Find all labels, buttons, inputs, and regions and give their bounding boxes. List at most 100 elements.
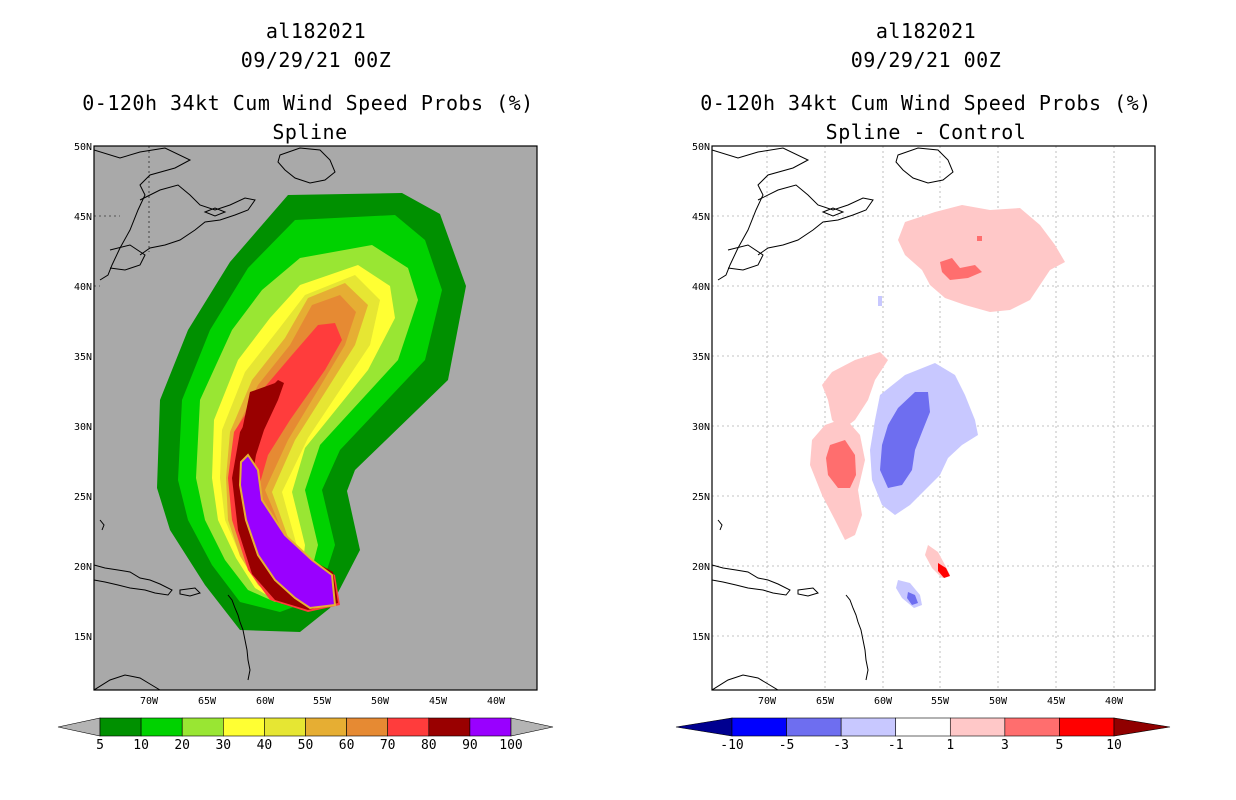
lat-tick-label: 45N — [692, 212, 710, 223]
colorbar-over-arrow — [1113, 717, 1171, 737]
colorbar-swatch — [140, 717, 183, 737]
lat-tick-label: 35N — [692, 352, 710, 363]
right-lon-axis: 70W 65W 60W 55W 50W 45W 40W — [758, 696, 1124, 707]
lon-tick-label: 40W — [487, 696, 506, 707]
lon-tick-label: 45W — [429, 696, 448, 707]
right-panel: al182021 09/29/21 00Z 0-120h 34kt Cum Wi… — [675, 19, 1171, 753]
diff-neg-3-south — [907, 592, 918, 605]
caribbean-coast — [94, 564, 173, 596]
lon-tick-label: 70W — [758, 696, 777, 707]
colorbar-tick-label: -10 — [720, 738, 743, 753]
lat-tick-label: 25N — [74, 492, 92, 503]
lat-tick-label: 20N — [692, 562, 710, 573]
pei-coast — [821, 207, 845, 217]
colorbar-tick-label: -5 — [779, 738, 795, 753]
right-difference-contours — [810, 205, 1065, 608]
diff-pos-3-north-dot — [977, 236, 982, 241]
colorbar-tick-label: -3 — [833, 738, 849, 753]
newfoundland-coast — [895, 147, 954, 184]
lesser-antilles-coast — [227, 594, 251, 681]
colorbar-tick-label: 90 — [462, 738, 478, 753]
colorbar-tick-label: -1 — [888, 738, 904, 753]
colorbar-under-arrow — [675, 717, 733, 737]
diff-neg-3-center — [880, 392, 930, 488]
colorbar-swatch — [264, 717, 306, 737]
colorbar-tick-label: 10 — [133, 738, 149, 753]
colorbar-tick-label: 20 — [174, 738, 190, 753]
colorbar-swatch — [1004, 717, 1060, 737]
puerto-rico-coast — [797, 587, 819, 597]
left-coastlines — [94, 147, 336, 690]
puerto-rico-coast — [179, 587, 201, 597]
lat-tick-label: 50N — [74, 142, 92, 153]
lat-tick-label: 50N — [692, 142, 710, 153]
diff-pos-5-southeast — [938, 563, 950, 578]
lon-tick-label: 55W — [931, 696, 950, 707]
colorbar-tick-label: 5 — [1056, 738, 1064, 753]
bahamas-coast — [717, 519, 723, 531]
left-lon-axis: 70W 65W 60W 55W 50W 45W 40W — [140, 696, 506, 707]
colorbar-tick-label: 5 — [96, 738, 104, 753]
newfoundland-coast — [277, 147, 336, 184]
colorbar-tick-label: 1 — [946, 738, 954, 753]
colorbar-tick-label: 60 — [339, 738, 355, 753]
colorbar-tick-label: 3 — [1001, 738, 1009, 753]
colorbar-swatch — [1059, 717, 1115, 737]
colorbar-tick-label: 30 — [215, 738, 231, 753]
colorbar-swatch — [99, 717, 142, 737]
colorbar-swatch — [387, 717, 430, 737]
left-gridlines — [94, 146, 150, 287]
left-datetime: 09/29/21 00Z — [241, 48, 392, 72]
colorbar-swatch — [223, 717, 265, 737]
colorbar-tick-label: 40 — [257, 738, 273, 753]
colorbar-tick-label: 10 — [1106, 738, 1122, 753]
colorbar-swatch — [731, 717, 787, 737]
colorbar-swatch — [305, 717, 347, 737]
colorbar-tick-label: 80 — [421, 738, 437, 753]
left-colorbar: 5 10 20 30 40 50 60 70 80 90 100 — [57, 717, 554, 753]
lat-tick-label: 45N — [74, 212, 92, 223]
right-lat-axis: 50N 45N 40N 35N 30N 25N 20N 15N — [692, 142, 710, 643]
new-england-coast — [727, 244, 764, 271]
colorbar-swatch — [949, 717, 1006, 737]
lon-tick-label: 60W — [874, 696, 893, 707]
lon-tick-label: 65W — [198, 696, 217, 707]
lon-tick-label: 60W — [256, 696, 275, 707]
colorbar-swatch — [346, 717, 389, 737]
left-probability-contours — [157, 193, 466, 632]
right-subtitle: Spline - Control — [826, 120, 1027, 144]
left-subtitle: Spline — [272, 120, 347, 144]
pei-coast — [203, 207, 227, 217]
diff-pos-1-west — [822, 352, 888, 430]
left-panel: al182021 09/29/21 00Z 0-120h 34kt Cum Wi… — [57, 19, 554, 753]
lat-tick-label: 20N — [74, 562, 92, 573]
colorbar-swatch — [181, 717, 224, 737]
diff-neg-1-sliver — [878, 296, 882, 306]
colorbar-tick-label: 50 — [298, 738, 314, 753]
left-storm-id: al182021 — [266, 19, 366, 43]
lat-tick-label: 35N — [74, 352, 92, 363]
lon-tick-label: 70W — [140, 696, 159, 707]
right-map-frame — [711, 145, 1156, 691]
lat-tick-label: 15N — [692, 632, 710, 643]
north-america-coast — [712, 147, 810, 281]
colorbar-tick-label: 100 — [499, 738, 522, 753]
lon-tick-label: 50W — [989, 696, 1008, 707]
lon-tick-label: 50W — [371, 696, 390, 707]
lat-tick-label: 15N — [74, 632, 92, 643]
new-england-coast — [109, 244, 146, 271]
colorbar-swatch — [895, 717, 951, 737]
left-product-title: 0-120h 34kt Cum Wind Speed Probs (%) — [82, 91, 533, 115]
colorbar-over-arrow — [510, 717, 554, 737]
diff-pos-1-north — [898, 205, 1065, 312]
colorbar-tick-label: 70 — [380, 738, 396, 753]
lat-tick-label: 40N — [74, 282, 92, 293]
right-coastlines — [712, 147, 954, 690]
north-america-coast — [94, 147, 192, 281]
lat-tick-label: 30N — [74, 422, 92, 433]
diff-pos-3-north — [940, 258, 982, 280]
lat-tick-label: 30N — [692, 422, 710, 433]
diff-pos-3-southwest — [826, 440, 856, 488]
right-datetime: 09/29/21 00Z — [851, 48, 1002, 72]
